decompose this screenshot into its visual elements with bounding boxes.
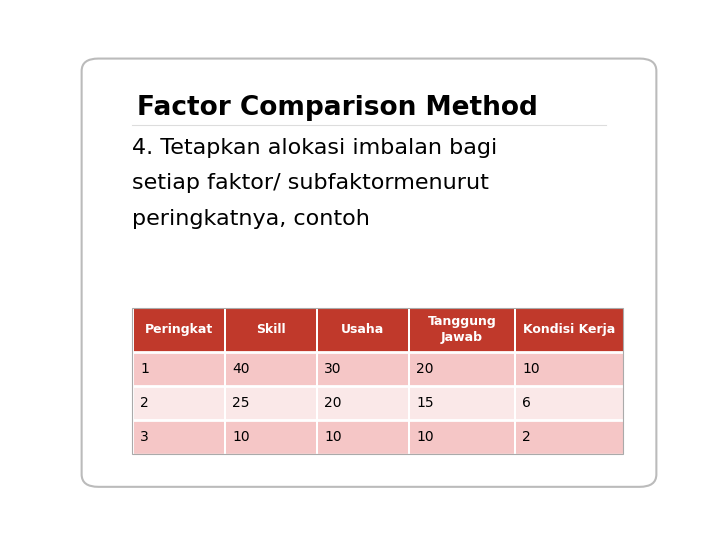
Text: 3: 3 xyxy=(140,430,149,444)
Text: 30: 30 xyxy=(324,362,342,376)
Text: 15: 15 xyxy=(416,396,434,410)
Text: 2: 2 xyxy=(140,396,149,410)
Text: 10: 10 xyxy=(324,430,342,444)
Bar xyxy=(133,308,224,352)
Bar xyxy=(318,352,408,386)
Bar xyxy=(225,352,316,386)
Bar xyxy=(410,352,514,386)
Text: 10: 10 xyxy=(523,362,540,376)
Text: Tanggung
Jawab: Tanggung Jawab xyxy=(428,315,496,345)
Text: 10: 10 xyxy=(233,430,250,444)
Bar xyxy=(410,386,514,420)
Text: 4. Tetapkan alokasi imbalan bagi: 4. Tetapkan alokasi imbalan bagi xyxy=(132,138,497,158)
Bar xyxy=(132,308,623,454)
Bar xyxy=(133,386,224,420)
Bar xyxy=(318,420,408,454)
Text: 40: 40 xyxy=(233,362,250,376)
Bar xyxy=(133,352,224,386)
Bar xyxy=(318,386,408,420)
Bar xyxy=(133,420,224,454)
Bar xyxy=(318,308,408,352)
Text: Factor Comparison Method: Factor Comparison Method xyxy=(138,96,539,122)
Bar xyxy=(516,352,623,386)
FancyBboxPatch shape xyxy=(81,58,657,487)
Bar xyxy=(516,420,623,454)
Bar xyxy=(410,308,514,352)
Text: peringkatnya, contoh: peringkatnya, contoh xyxy=(132,208,370,228)
Bar xyxy=(516,308,623,352)
Bar xyxy=(225,386,316,420)
Text: Kondisi Kerja: Kondisi Kerja xyxy=(523,323,616,336)
Text: 1: 1 xyxy=(140,362,149,376)
Text: setiap faktor/ subfaktormenurut: setiap faktor/ subfaktormenurut xyxy=(132,173,489,193)
Text: 25: 25 xyxy=(233,396,250,410)
Bar xyxy=(516,386,623,420)
Text: 10: 10 xyxy=(416,430,434,444)
Bar xyxy=(225,308,316,352)
Bar xyxy=(225,420,316,454)
Text: Peringkat: Peringkat xyxy=(145,323,213,336)
Text: 6: 6 xyxy=(523,396,531,410)
Text: 20: 20 xyxy=(416,362,434,376)
Text: Usaha: Usaha xyxy=(341,323,384,336)
Text: 20: 20 xyxy=(324,396,342,410)
Text: Skill: Skill xyxy=(256,323,286,336)
Text: 2: 2 xyxy=(523,430,531,444)
Bar xyxy=(410,420,514,454)
